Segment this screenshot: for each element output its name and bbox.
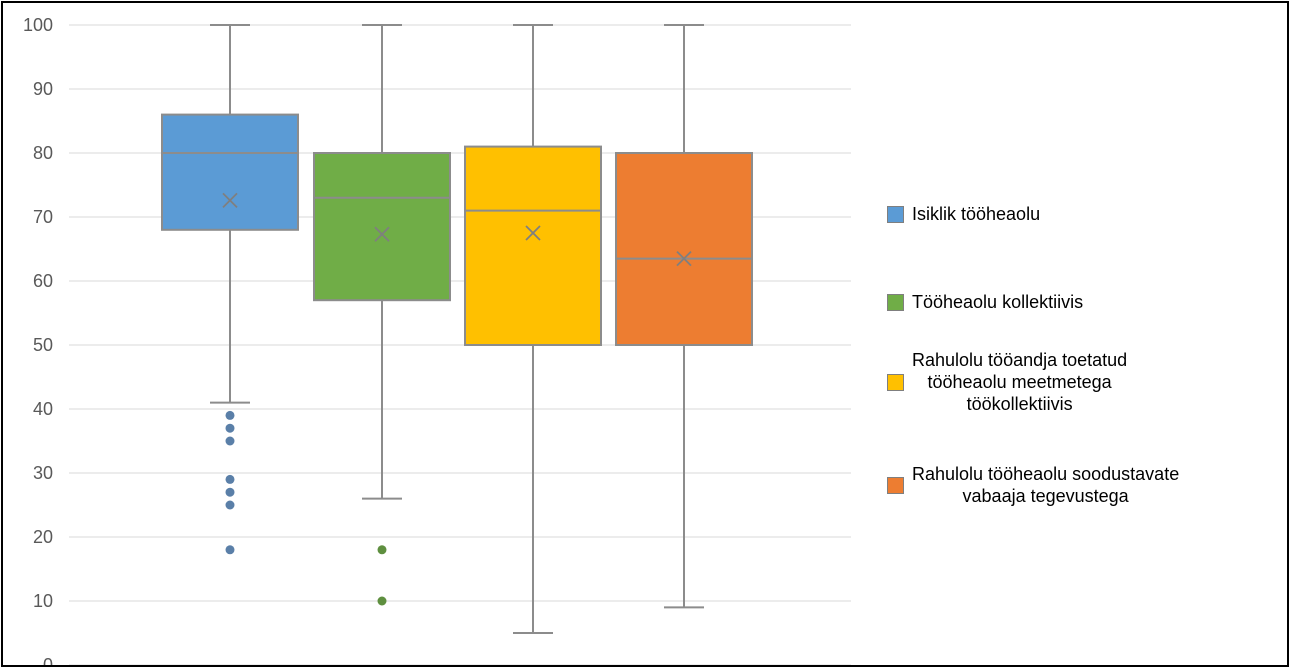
mean-marker (525, 225, 541, 241)
outlier-point (225, 436, 235, 446)
box (615, 152, 753, 346)
outlier-point (377, 596, 387, 606)
boxplot-chart: 0 10 20 30 40 50 60 70 80 90 100 (23, 15, 851, 667)
legend-item: Isiklik tööheaolu (887, 203, 1040, 225)
legend-item: Tööheaolu kollektiivis (887, 291, 1083, 313)
y-tick-label: 0 (43, 655, 53, 667)
y-tick-label: 100 (23, 15, 53, 35)
outlier-point (225, 545, 235, 555)
outlier-point (225, 487, 235, 497)
legend-swatch (887, 205, 904, 223)
box (464, 145, 602, 346)
y-tick-label: 80 (33, 143, 53, 163)
legend-swatch (887, 373, 904, 391)
outlier-point (225, 410, 235, 420)
mean-marker (676, 250, 692, 267)
y-tick-label: 20 (33, 527, 53, 547)
legend-item: Rahulolu tööandja toetatud tööheaolu mee… (887, 349, 1127, 415)
outlier-point (225, 500, 235, 510)
y-tick-label: 10 (33, 591, 53, 611)
box (161, 113, 299, 231)
legend-label: Tööheaolu kollektiivis (912, 292, 1084, 312)
legend-swatch (887, 476, 904, 494)
legend-label: Rahulolu tööandja toetatud tööheaolu mee… (912, 350, 1128, 414)
outlier-point (377, 545, 387, 555)
legend-label: Isiklik tööheaolu (912, 204, 1041, 224)
box (313, 152, 451, 302)
legend-label: Rahulolu tööheaolu soodustavate vabaaja … (912, 464, 1180, 506)
y-tick-label: 40 (33, 399, 53, 419)
outlier-point (225, 474, 235, 484)
legend-swatch (887, 293, 904, 311)
y-tick-label: 30 (33, 463, 53, 483)
y-tick-label: 50 (33, 335, 53, 355)
mean-marker (222, 192, 238, 208)
legend-item: Rahulolu tööheaolu soodustavate vabaaja … (887, 463, 1179, 507)
chart-legend: Isiklik tööheaolu Tööheaolu kollektiivis R… (887, 3, 1287, 665)
mean-marker (374, 226, 390, 242)
y-tick-label: 60 (33, 271, 53, 291)
outlier-point (225, 423, 235, 433)
y-tick-label: 90 (33, 79, 53, 99)
y-tick-label: 70 (33, 207, 53, 227)
